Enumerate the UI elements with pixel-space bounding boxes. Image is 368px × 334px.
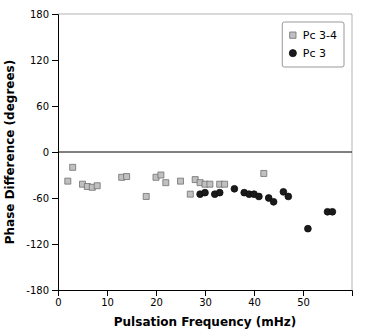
y-axis-title: Phase Difference (degrees) — [3, 60, 17, 244]
tick-mark — [52, 14, 58, 15]
axis-line — [52, 15, 59, 291]
tick-label: 30 — [199, 297, 212, 308]
point — [270, 198, 277, 205]
tick-mark — [254, 290, 255, 296]
tick: 0 — [55, 290, 61, 308]
point — [285, 193, 292, 200]
point — [256, 193, 263, 200]
legend-symbol — [289, 50, 296, 57]
point — [158, 172, 164, 178]
tick: 20 — [150, 290, 163, 308]
tick-mark — [303, 290, 304, 296]
legend-item: Pc 3 — [289, 47, 326, 60]
series — [197, 185, 336, 232]
x-axis: 0 10 20 30 40 50 — [55, 290, 352, 308]
point — [222, 181, 228, 187]
point — [305, 225, 312, 232]
tick-mark — [205, 290, 206, 296]
tick: -60 — [33, 193, 58, 204]
axis-line — [59, 291, 353, 297]
x-axis-title: Pulsation Frequency (mHz) — [114, 315, 296, 329]
point — [231, 185, 238, 192]
tick-label: -180 — [26, 285, 49, 296]
marks — [58, 152, 352, 232]
y-axis: -180 -120 -60 0 60 120 180 — [26, 9, 58, 296]
tick: 120 — [30, 55, 58, 66]
tick-mark — [52, 290, 58, 291]
tick: 10 — [101, 290, 114, 308]
point — [70, 164, 76, 170]
tick-label: 10 — [101, 297, 114, 308]
series — [65, 164, 267, 199]
tick-mark — [156, 290, 157, 296]
tick-mark — [52, 244, 58, 245]
tick: 30 — [199, 290, 212, 308]
point — [94, 183, 100, 189]
plot: 01020304050-180-120-60060120180Pc 3-4Pc … — [26, 9, 352, 308]
tick-label: 60 — [36, 101, 49, 112]
zero-line — [58, 152, 352, 153]
tick: -120 — [26, 239, 58, 250]
legend-symbol — [290, 32, 296, 38]
tick-mark — [107, 290, 108, 296]
tick-label: 180 — [30, 9, 49, 20]
tick-label: 20 — [150, 297, 163, 308]
point — [187, 191, 193, 197]
tick-mark — [52, 106, 58, 107]
point — [178, 178, 184, 184]
tick-label: 50 — [297, 297, 310, 308]
point — [143, 193, 149, 199]
point — [207, 181, 213, 187]
tick: 50 — [297, 290, 310, 308]
tick-label: 0 — [43, 147, 49, 158]
point — [163, 180, 169, 186]
legend-box — [282, 22, 344, 67]
tick-label: -60 — [33, 193, 49, 204]
tick-label: 40 — [248, 297, 261, 308]
legend-label: Pc 3 — [303, 47, 326, 60]
chart: 01020304050-180-120-60060120180Pc 3-4Pc … — [0, 0, 368, 334]
tick: -180 — [26, 285, 58, 296]
tick-mark — [52, 60, 58, 61]
legend-item: Pc 3-4 — [290, 29, 337, 42]
point — [202, 189, 209, 196]
tick: 60 — [36, 101, 58, 112]
point — [261, 170, 267, 176]
point — [65, 178, 71, 184]
legend: Pc 3-4 Pc 3 — [282, 22, 344, 67]
tick-mark — [52, 198, 58, 199]
tick: 0 — [43, 147, 58, 158]
tick: 40 — [248, 290, 261, 308]
point — [216, 189, 223, 196]
frame — [58, 14, 352, 15]
tick-label: 120 — [30, 55, 49, 66]
tick-label: 0 — [55, 297, 61, 308]
tick-label: -120 — [26, 239, 49, 250]
tick: 180 — [30, 9, 58, 20]
tick-mark — [52, 152, 58, 153]
point — [329, 208, 336, 215]
point — [124, 174, 130, 180]
legend-label: Pc 3-4 — [303, 29, 337, 42]
